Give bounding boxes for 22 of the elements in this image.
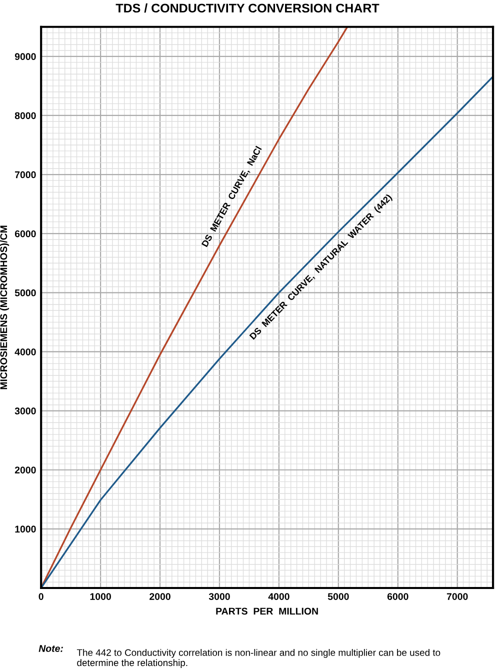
y-tick-label: 4000: [14, 348, 36, 356]
x-tick-label: 3000: [208, 593, 230, 600]
x-tick-label: 7000: [446, 593, 468, 600]
x-tick-label: 1000: [90, 593, 111, 600]
text: Note:: [38, 645, 63, 652]
y-tick-label: 2000: [14, 466, 36, 474]
y-tick-label: 6000: [14, 230, 36, 238]
y-axis-title: MICROSIEMENS (MICROMHOS)/CM: [0, 226, 10, 390]
text: The 442 to Conductivity correlation is non-linear and no single multiplier can be used to determine the relationship.: [76, 648, 440, 668]
x-tick-label: 6000: [387, 593, 408, 600]
y-tick-label: 9000: [14, 53, 36, 60]
x-axis-title: PARTS PER MILLION: [216, 608, 318, 615]
chart-title: TDS / CONDUCTIVITY CONVERSION CHART: [116, 3, 380, 13]
x-tick-label: 0: [38, 593, 44, 600]
y-tick-label: 8000: [14, 112, 36, 120]
y-tick-label: 5000: [14, 289, 36, 296]
y-tick-label: 3000: [14, 408, 36, 414]
x-tick-label: 5000: [328, 593, 349, 600]
x-tick-label: 2000: [150, 593, 170, 600]
y-tick-label: 7000: [15, 171, 36, 178]
y-tick-label: 1000: [15, 526, 36, 533]
x-tick-label: 4000: [268, 593, 290, 600]
